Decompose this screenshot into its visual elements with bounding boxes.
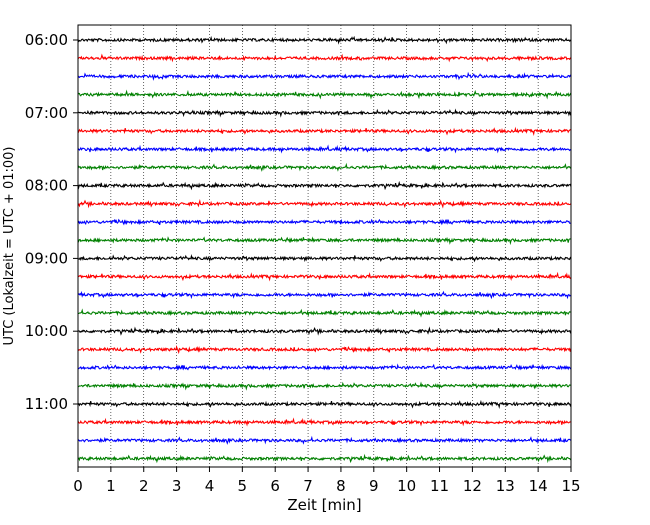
x-tick-label: 5: [238, 477, 248, 495]
y-tick-label: 11:00: [25, 395, 68, 413]
x-tick-label: 12: [463, 477, 482, 495]
y-tick-label: 10:00: [25, 322, 68, 340]
trace-line: [77, 108, 572, 118]
x-axis-title: Zeit [min]: [287, 496, 361, 514]
trace-line: [77, 381, 572, 391]
y-tick-label: 09:00: [25, 249, 68, 267]
x-tick-label: 11: [430, 477, 449, 495]
x-tick-label: 7: [303, 477, 313, 495]
trace-line: [77, 363, 572, 371]
trace-line: [77, 254, 572, 263]
grid-layer: [110, 25, 539, 467]
trace-line: [77, 218, 571, 226]
trace-line: [77, 126, 572, 136]
x-tick-label: 0: [73, 477, 83, 495]
x-tick-label: 2: [139, 477, 149, 495]
x-axis: 0 1 2 3 4 5 6 7 8 9 10 11 12 13 14 15: [73, 467, 581, 495]
x-tick-label: 13: [496, 477, 515, 495]
trace-line: [77, 180, 572, 191]
y-tick-label: 07:00: [25, 104, 68, 122]
trace-layer: [77, 35, 572, 464]
x-tick-label: 3: [172, 477, 182, 495]
trace-line: [77, 344, 572, 355]
trace-line: [77, 236, 572, 246]
trace-line: [77, 417, 572, 427]
x-tick-label: 8: [336, 477, 346, 495]
trace-line: [77, 162, 572, 172]
x-tick-label: 1: [106, 477, 116, 495]
trace-line: [77, 435, 572, 445]
x-tick-label: 15: [561, 477, 580, 495]
trace-line: [77, 290, 572, 300]
x-tick-label: 6: [270, 477, 280, 495]
trace-line: [77, 144, 572, 154]
trace-line: [77, 89, 572, 100]
trace-line: [77, 271, 572, 282]
y-tick-label: 08:00: [25, 177, 68, 195]
x-tick-label: 10: [397, 477, 416, 495]
x-tick-label: 14: [529, 477, 548, 495]
trace-line: [77, 198, 572, 209]
trace-line: [77, 53, 572, 63]
y-tick-label: 06:00: [25, 31, 68, 49]
trace-line: [77, 399, 572, 409]
plot-frame: [77, 24, 572, 468]
x-tick-label: 9: [369, 477, 379, 495]
trace-line: [77, 35, 572, 45]
trace-line: [77, 71, 572, 81]
trace-line: [78, 308, 572, 318]
x-tick-label: 4: [205, 477, 215, 495]
trace-line: [77, 453, 572, 464]
trace-line: [77, 326, 572, 336]
y-axis-title: UTC (Lokalzeit = UTC + 01:00): [2, 147, 17, 346]
y-axis: 06:00 07:00 08:00 09:00 10:00 11:00: [25, 31, 78, 413]
